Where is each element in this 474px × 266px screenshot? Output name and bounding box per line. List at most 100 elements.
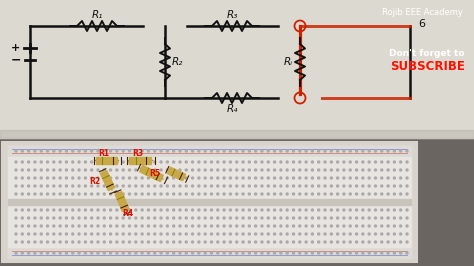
Circle shape — [147, 225, 149, 227]
Circle shape — [393, 193, 395, 195]
Circle shape — [128, 185, 130, 187]
Circle shape — [15, 217, 17, 219]
Circle shape — [72, 150, 74, 152]
Circle shape — [59, 217, 61, 219]
Circle shape — [109, 225, 111, 227]
Circle shape — [78, 233, 80, 235]
Circle shape — [72, 177, 74, 179]
Circle shape — [198, 161, 200, 163]
Circle shape — [40, 233, 42, 235]
Circle shape — [97, 177, 99, 179]
Circle shape — [179, 217, 181, 219]
Circle shape — [242, 169, 244, 171]
Circle shape — [248, 185, 250, 187]
Circle shape — [343, 193, 345, 195]
Circle shape — [116, 169, 118, 171]
Circle shape — [318, 217, 319, 219]
Circle shape — [91, 225, 93, 227]
Polygon shape — [100, 171, 115, 190]
Circle shape — [393, 161, 395, 163]
Circle shape — [173, 252, 174, 254]
Text: 6: 6 — [419, 19, 426, 29]
Circle shape — [78, 150, 80, 152]
Circle shape — [286, 169, 288, 171]
Circle shape — [84, 169, 86, 171]
Circle shape — [255, 161, 256, 163]
Circle shape — [311, 161, 313, 163]
Circle shape — [242, 217, 244, 219]
Circle shape — [72, 169, 74, 171]
Circle shape — [15, 241, 17, 243]
Bar — [8, 146, 411, 156]
Circle shape — [135, 241, 137, 243]
Circle shape — [135, 185, 137, 187]
Circle shape — [65, 193, 67, 195]
Circle shape — [72, 225, 74, 227]
Circle shape — [198, 225, 200, 227]
Circle shape — [185, 185, 187, 187]
Circle shape — [337, 193, 338, 195]
Circle shape — [229, 177, 231, 179]
Circle shape — [343, 150, 345, 152]
Circle shape — [65, 225, 67, 227]
Circle shape — [122, 225, 124, 227]
Circle shape — [34, 241, 36, 243]
Circle shape — [84, 193, 86, 195]
Circle shape — [179, 225, 181, 227]
Circle shape — [141, 233, 143, 235]
Circle shape — [368, 169, 370, 171]
Circle shape — [53, 161, 55, 163]
Circle shape — [154, 150, 156, 152]
Circle shape — [374, 169, 376, 171]
Circle shape — [15, 161, 17, 163]
Circle shape — [343, 185, 345, 187]
Circle shape — [97, 150, 99, 152]
Circle shape — [248, 225, 250, 227]
Circle shape — [160, 217, 162, 219]
Circle shape — [393, 225, 395, 227]
Circle shape — [166, 161, 168, 163]
Text: R3: R3 — [132, 149, 144, 159]
Circle shape — [116, 252, 118, 254]
Circle shape — [141, 252, 143, 254]
Circle shape — [400, 209, 401, 211]
Circle shape — [154, 193, 156, 195]
Circle shape — [15, 209, 17, 211]
Circle shape — [381, 177, 383, 179]
Circle shape — [116, 177, 118, 179]
Circle shape — [217, 217, 219, 219]
Circle shape — [128, 193, 130, 195]
Circle shape — [362, 161, 364, 163]
Circle shape — [255, 225, 256, 227]
Circle shape — [122, 185, 124, 187]
Circle shape — [72, 209, 74, 211]
Circle shape — [381, 161, 383, 163]
Circle shape — [318, 193, 319, 195]
Circle shape — [46, 233, 48, 235]
Circle shape — [381, 169, 383, 171]
Circle shape — [173, 185, 174, 187]
Circle shape — [147, 177, 149, 179]
Circle shape — [400, 225, 401, 227]
Circle shape — [109, 233, 111, 235]
Circle shape — [91, 177, 93, 179]
Circle shape — [128, 161, 130, 163]
Circle shape — [40, 241, 42, 243]
Polygon shape — [96, 156, 117, 164]
Circle shape — [362, 233, 364, 235]
Circle shape — [179, 241, 181, 243]
Circle shape — [34, 161, 36, 163]
Circle shape — [59, 161, 61, 163]
Circle shape — [292, 252, 294, 254]
Circle shape — [267, 193, 269, 195]
Circle shape — [242, 185, 244, 187]
Circle shape — [261, 169, 263, 171]
Circle shape — [374, 185, 376, 187]
Circle shape — [387, 217, 389, 219]
Circle shape — [135, 252, 137, 254]
Circle shape — [204, 252, 206, 254]
Circle shape — [349, 150, 351, 152]
Circle shape — [34, 233, 36, 235]
Circle shape — [280, 209, 282, 211]
Circle shape — [393, 241, 395, 243]
